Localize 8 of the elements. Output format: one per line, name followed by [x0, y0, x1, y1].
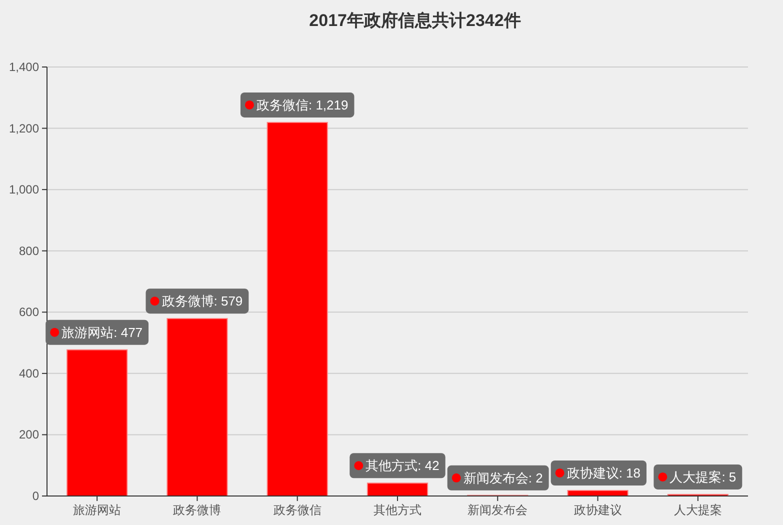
data-label: 人大提案: 5 — [670, 469, 736, 484]
data-label: 政务微信: 1,219 — [256, 97, 348, 112]
title: 2017年政府信息共计2342件 — [309, 11, 521, 30]
data-label: 旅游网站: 477 — [62, 324, 143, 340]
data-label: 政务微博: 579 — [162, 294, 243, 309]
data-label: 新闻发布会: 2 — [463, 470, 543, 486]
data-label: 其他方式: 42 — [366, 458, 440, 474]
data-label: 政协建议: 18 — [566, 465, 640, 480]
